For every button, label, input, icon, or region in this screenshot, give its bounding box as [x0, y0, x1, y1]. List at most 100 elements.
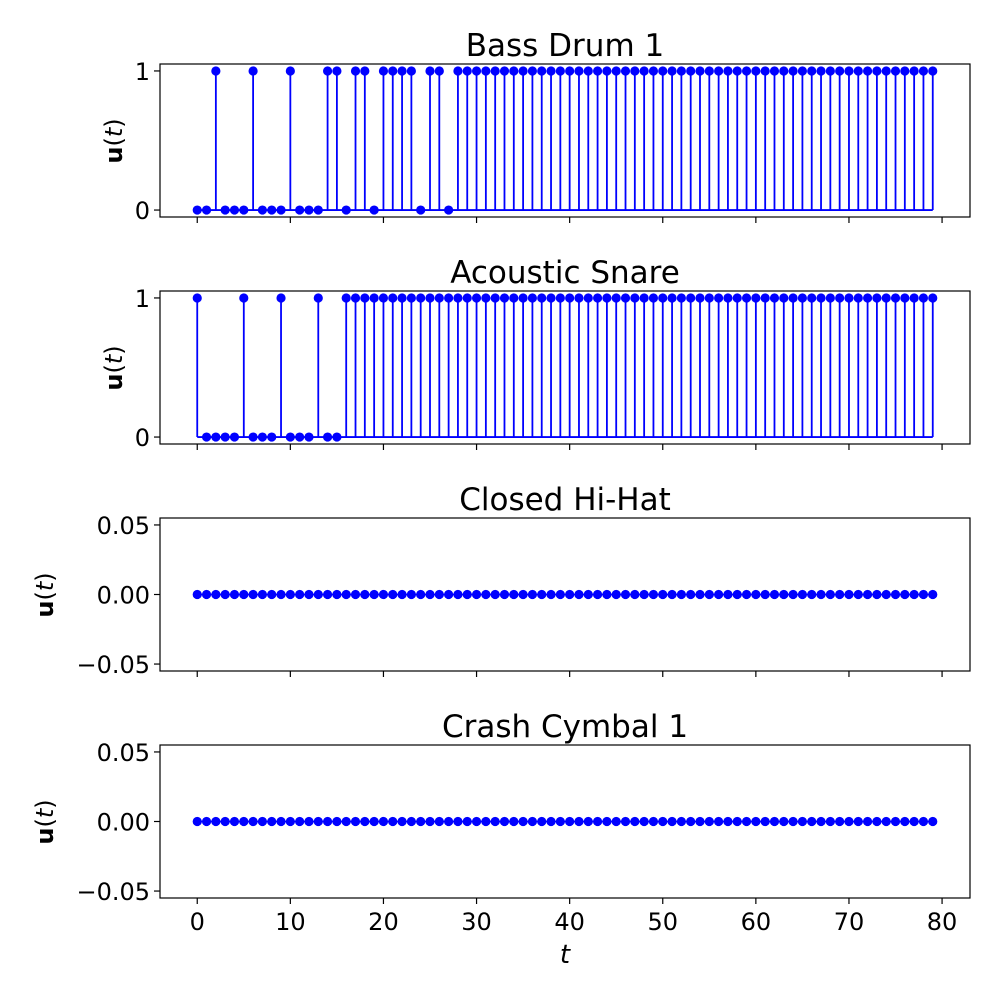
axes-frame — [159, 744, 971, 899]
stem-marker — [741, 293, 752, 303]
stem-marker — [369, 205, 379, 215]
stem-marker — [248, 66, 258, 76]
stem-marker — [900, 816, 910, 827]
stem-marker — [881, 589, 891, 600]
stem-marker — [304, 205, 314, 215]
stem-marker — [490, 293, 500, 303]
stem-marker — [890, 66, 901, 76]
stem-marker — [676, 66, 686, 76]
y-ticks: −0.05 0.00 0.05 — [76, 512, 160, 679]
stem-marker — [341, 293, 351, 303]
stem-marker — [602, 589, 612, 600]
x-tick-label: 50 — [647, 908, 678, 936]
stem-marker — [350, 293, 361, 303]
stem-marker — [369, 816, 379, 827]
stem-marker — [900, 66, 910, 76]
stem-marker — [434, 816, 444, 827]
stem-marker — [313, 293, 323, 303]
stem-marker — [686, 816, 696, 827]
stem-marker — [490, 816, 500, 827]
x-tick-label: 40 — [554, 908, 585, 936]
stem-marker — [425, 66, 435, 76]
stem-marker — [704, 66, 714, 76]
stem-marker — [406, 293, 416, 303]
stem-marker — [583, 293, 593, 303]
stem-marker — [630, 66, 640, 76]
stem-marker — [257, 589, 268, 600]
stem-marker — [220, 205, 230, 215]
stem-marker — [518, 66, 528, 76]
stem-marker — [872, 293, 882, 303]
stem-marker — [592, 293, 603, 303]
stem-marker — [341, 205, 351, 215]
stem-marker — [211, 816, 221, 827]
stem-marker — [313, 205, 323, 215]
stem-marker — [574, 816, 584, 827]
stem-marker — [779, 816, 789, 827]
stem-marker — [295, 816, 305, 827]
stem-marker — [844, 66, 854, 76]
stem-marker — [620, 293, 631, 303]
stem-marker — [239, 293, 249, 303]
stem-marker — [304, 432, 314, 442]
stem-marker — [611, 589, 621, 600]
stem-marker — [360, 293, 370, 303]
stem-marker — [723, 816, 733, 827]
stem-marker — [416, 816, 426, 827]
stem-marker — [201, 432, 212, 442]
stem-marker — [648, 66, 659, 76]
stem-marker — [611, 66, 621, 76]
stem-marker — [192, 816, 202, 827]
stem-marker — [862, 816, 873, 827]
stem-marker — [295, 589, 305, 600]
stem-marker — [714, 589, 724, 600]
stem-marker — [416, 589, 426, 600]
stem-marker — [648, 589, 659, 600]
stem-marks — [192, 293, 938, 442]
stem-marker — [881, 293, 891, 303]
y-tick-label: 0.00 — [97, 809, 150, 837]
stem-marker — [360, 66, 370, 76]
stem-marker — [388, 293, 398, 303]
stem-marker — [751, 589, 761, 600]
stem-marker — [816, 66, 826, 76]
y-tick-label: 0.05 — [97, 739, 150, 767]
stem-marker — [872, 816, 882, 827]
stem-marker — [881, 816, 891, 827]
stem-marker — [816, 293, 826, 303]
stem-marker — [602, 293, 612, 303]
stem-marker — [229, 816, 240, 827]
stem-marker — [797, 589, 808, 600]
stem-marker — [769, 293, 780, 303]
stem-marker — [816, 589, 826, 600]
stem-marker — [918, 589, 929, 600]
stem-marker — [807, 816, 817, 827]
stem-marker — [527, 589, 538, 600]
stem-marker — [835, 589, 845, 600]
stem-marker — [509, 293, 519, 303]
stem-marker — [658, 816, 668, 827]
stem-marker — [909, 589, 919, 600]
stem-marker — [509, 66, 519, 76]
stem-marker — [388, 816, 398, 827]
x-ticks — [196, 444, 943, 450]
stem-marker — [509, 816, 519, 827]
stem-marks — [192, 66, 938, 215]
stem-marker — [276, 205, 286, 215]
stem-marker — [322, 66, 333, 76]
stem-marker — [928, 293, 938, 303]
stem-marker — [471, 816, 482, 827]
subplot-crash-cymbal: Crash Cymbal 1 u(t) −0.05 0.00 0.05 0 10 20 3… — [31, 709, 971, 970]
stem-marker — [388, 589, 398, 600]
stem-marker — [499, 589, 510, 600]
stem-marker — [565, 66, 575, 76]
stem-marker — [695, 816, 705, 827]
stem-marker — [835, 66, 845, 76]
stem-marker — [732, 816, 742, 827]
stem-marker — [248, 589, 258, 600]
stem-marker — [462, 66, 472, 76]
stem-marker — [779, 66, 789, 76]
stem-marker — [257, 816, 268, 827]
stem-marker — [546, 816, 556, 827]
stem-marker — [481, 293, 491, 303]
